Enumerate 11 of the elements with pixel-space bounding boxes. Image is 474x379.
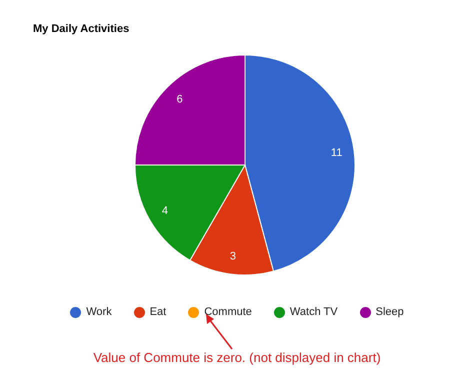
data-label: 3 bbox=[230, 250, 236, 263]
chart-title: My Daily Activities bbox=[33, 23, 130, 35]
data-label: 11 bbox=[330, 146, 342, 159]
legend-label: Sleep bbox=[376, 306, 404, 318]
legend-label: Eat bbox=[150, 306, 166, 318]
data-label: 4 bbox=[162, 205, 168, 218]
legend-label: Watch TV bbox=[290, 306, 338, 318]
data-label: 6 bbox=[176, 94, 183, 106]
legend-label: Commute bbox=[204, 306, 252, 318]
legend-label: Work bbox=[86, 306, 112, 318]
text: Value of Commute is zero. (not displayed in chart) bbox=[92, 350, 382, 365]
